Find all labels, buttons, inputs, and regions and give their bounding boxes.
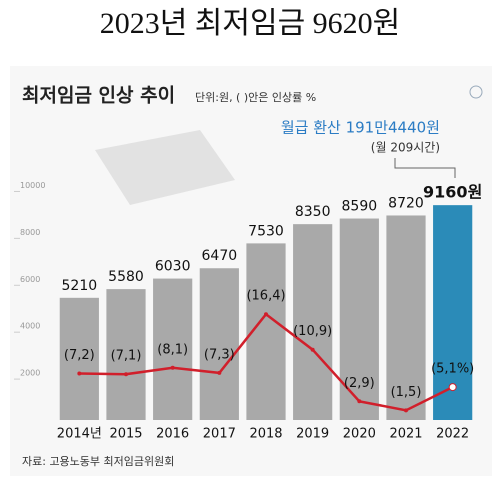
bar-value-label: 6030 [155,259,191,275]
chart-subtitle: 단위:원, ( )안은 인상률 % [195,91,316,104]
line-point [310,347,315,352]
x-tick-label: 2014년 [57,427,102,442]
x-tick-label: 2015 [109,427,142,442]
x-tick-label: 2017 [203,427,236,442]
y-tick-label: 6000 [20,275,40,284]
x-tick-label: 2021 [389,427,422,442]
bar-value-label: 8720 [388,195,424,211]
y-tick-label: 8000 [20,228,40,237]
line-point [124,372,128,377]
bar [59,297,99,420]
rate-label: (2,9) [344,376,375,391]
x-tick-label: 2016 [156,427,189,442]
bar-value-label: 5210 [62,278,98,294]
line-point [404,408,408,413]
rate-label: (7,3) [204,347,235,362]
bar [106,289,146,420]
rate-label: (16,4) [246,289,285,304]
bar [199,268,239,420]
bar-value-label: 5580 [108,269,144,285]
x-tick-label: 2018 [249,427,282,442]
bar-value-label: 9160원 [423,183,482,202]
line-point [448,383,457,392]
rate-label: (10,9) [293,324,332,339]
bar [293,224,333,420]
rate-label: (7,1) [111,349,142,364]
line-point [77,371,82,376]
line-point [264,312,268,317]
y-tick-label: 10000 [20,181,45,190]
line-point [357,399,362,404]
chart-title: 최저임금 인상 추이 [22,85,175,107]
bar-value-label: 8350 [295,204,331,220]
rate-label: (8,1) [157,342,188,357]
bar [153,278,193,420]
line-point [170,365,175,370]
bar-value-label: 7530 [248,223,284,239]
y-tick-label: 4000 [20,322,40,331]
rate-label: (7,2) [64,348,95,363]
x-tick-label: 2022 [436,427,469,442]
y-tick-label: 2000 [20,369,40,378]
money-illustration [95,130,235,205]
line-point [217,370,222,375]
icon [469,85,483,99]
annotation-bracket [394,158,456,178]
bar-value-label: 8590 [342,199,378,215]
x-tick-label: 2020 [343,427,376,442]
bar-value-label: 6470 [202,248,238,264]
rate-label: (1,5) [391,385,422,400]
rate-label: (5,1%) [431,362,474,377]
page-title: 2023년 최저임금 9620원 [100,7,401,40]
annotation-note: (월 209시간) [371,141,440,155]
annotation: 월급 환산 191만4440원 [281,119,440,137]
bar [386,215,426,420]
x-tick-label: 2019 [296,427,329,442]
source: 자료: 고용노동부 최저임금위원회 [22,455,174,468]
